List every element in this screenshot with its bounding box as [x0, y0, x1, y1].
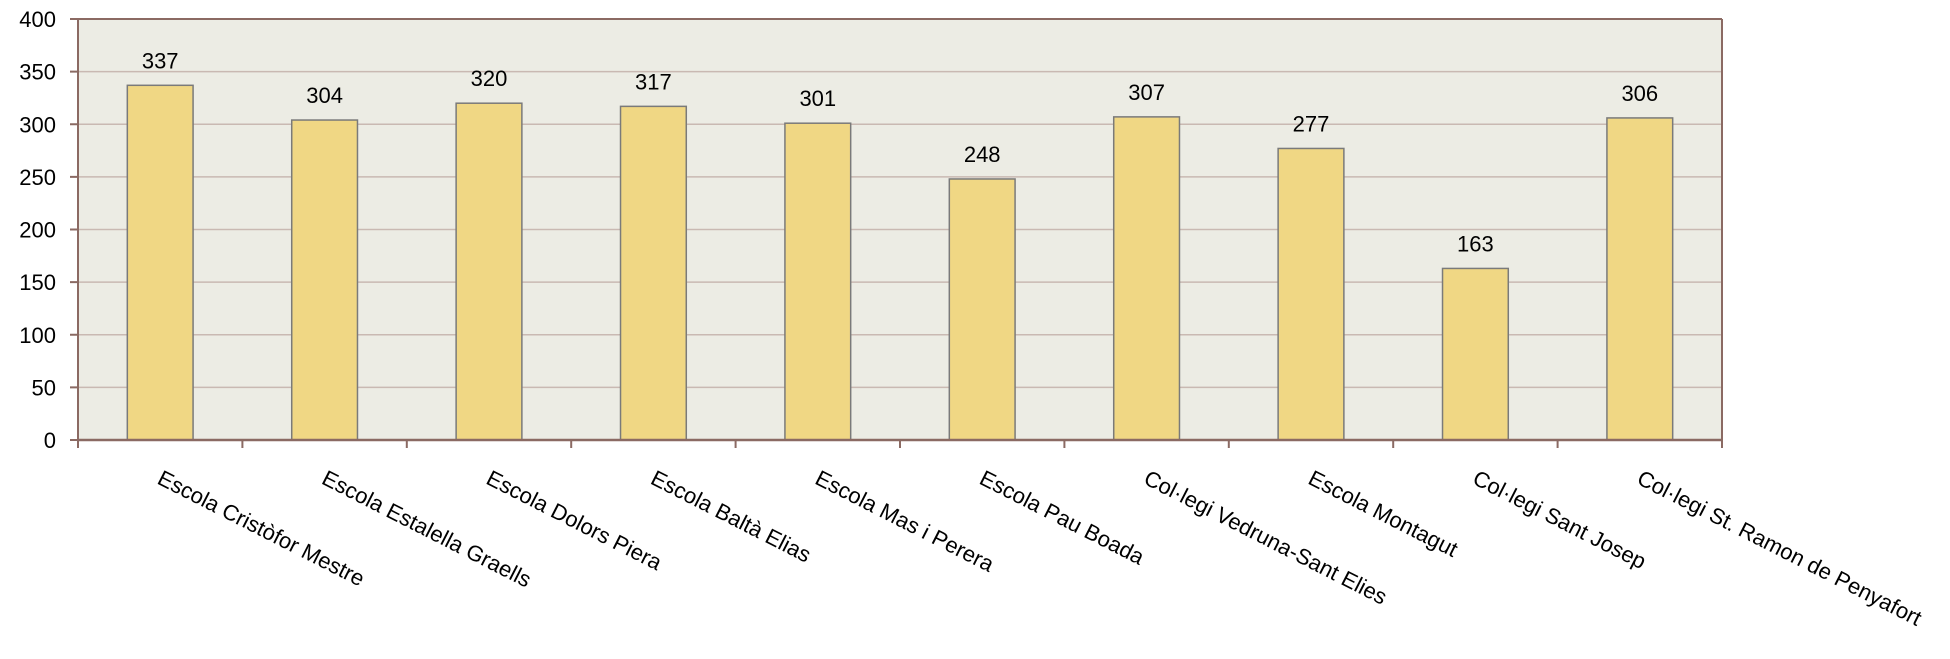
bar: [290, 119, 359, 441]
bar: [1441, 267, 1510, 441]
data-label: 337: [142, 48, 179, 73]
bar: [1112, 116, 1181, 441]
x-tick-label: Col·legi St. Ramon de Penyafort: [1633, 465, 1925, 631]
y-tick-label: 350: [19, 60, 56, 85]
y-tick-label: 300: [19, 112, 56, 137]
bars: [126, 84, 1674, 441]
x-tick-label: Escola Baltà Elias: [647, 465, 815, 567]
y-tick-label: 0: [44, 428, 56, 453]
x-tick-label: Escola Pau Boada: [976, 465, 1149, 570]
data-label: 307: [1128, 80, 1165, 105]
y-tick-label: 50: [32, 375, 56, 400]
data-label: 301: [799, 86, 836, 111]
bar: [948, 178, 1016, 441]
data-label: 277: [1293, 111, 1330, 136]
x-tick-label: Col·legi Sant Josep: [1469, 465, 1650, 574]
data-label: 306: [1621, 81, 1658, 106]
x-tick-label: Escola Montagut: [1305, 465, 1462, 562]
y-tick-label: 100: [19, 323, 56, 348]
bar: [784, 122, 852, 441]
bar: [1277, 147, 1345, 441]
y-tick-label: 400: [19, 7, 56, 32]
bar: [1606, 117, 1674, 441]
data-label: 163: [1457, 231, 1494, 256]
y-tick-label: 200: [19, 218, 56, 243]
data-labels: 337 304 320 317 301 248 307 277 163 306: [142, 48, 1658, 256]
data-label: 304: [306, 83, 343, 108]
x-tick-label: Escola Mas i Perera: [811, 465, 998, 577]
data-label: 320: [471, 66, 508, 91]
bar: [619, 105, 688, 441]
data-label: 317: [635, 69, 672, 94]
y-tick-label: 150: [19, 270, 56, 295]
data-label: 248: [964, 142, 1001, 167]
bar: [455, 102, 523, 441]
bar: [126, 84, 194, 441]
y-axis-ticks: 0 50 100 150 200 250 300 350 400: [19, 7, 78, 453]
y-tick-label: 250: [19, 165, 56, 190]
